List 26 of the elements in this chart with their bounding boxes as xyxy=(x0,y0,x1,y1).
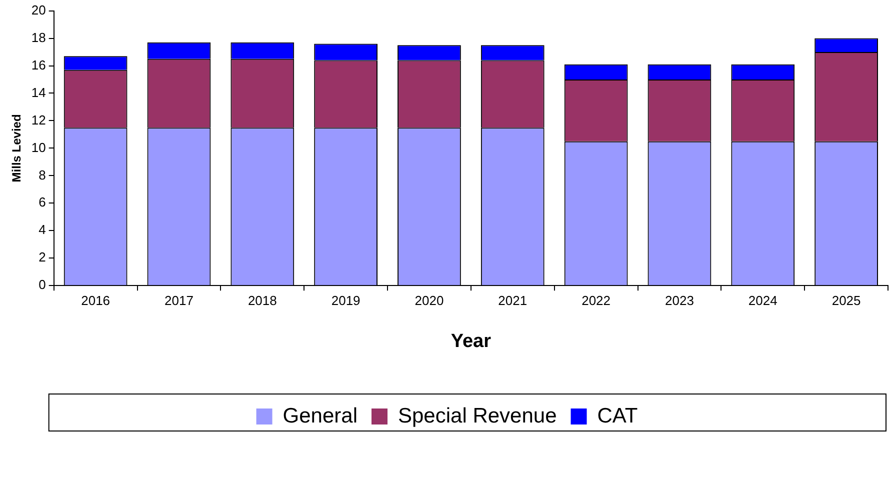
y-axis-title: Mills Levied xyxy=(10,114,24,182)
x-tick-label: 2023 xyxy=(665,292,694,308)
legend-label: CAT xyxy=(597,404,638,428)
x-tick-label: 2021 xyxy=(498,292,528,308)
y-tick-label: 20 xyxy=(31,2,46,18)
y-tick-label: 8 xyxy=(38,167,46,182)
x-tick-label: 2024 xyxy=(748,292,778,308)
x-tick-label: 2018 xyxy=(248,292,277,308)
y-tick-label: 12 xyxy=(31,112,46,128)
x-tick-label: 2020 xyxy=(414,292,444,308)
y-tick-label: 4 xyxy=(38,222,46,238)
legend-label: General xyxy=(282,404,358,428)
x-tick-label: 2025 xyxy=(832,292,861,308)
x-tick-label: 2022 xyxy=(582,292,611,308)
y-tick-label: 14 xyxy=(31,84,46,100)
y-tick-label: 18 xyxy=(31,30,46,45)
x-axis-title: Year xyxy=(450,330,492,352)
x-tick-label: 2016 xyxy=(81,292,110,308)
y-tick-label: 6 xyxy=(38,194,46,210)
y-tick-label: 2 xyxy=(38,250,46,265)
y-tick-label: 0 xyxy=(38,277,46,292)
y-tick-label: 16 xyxy=(31,57,46,72)
y-tick-label: 10 xyxy=(31,140,46,155)
x-tick-label: 2019 xyxy=(331,292,360,308)
x-tick-label: 2017 xyxy=(164,292,194,308)
legend-label: Special Revenue xyxy=(398,404,557,428)
